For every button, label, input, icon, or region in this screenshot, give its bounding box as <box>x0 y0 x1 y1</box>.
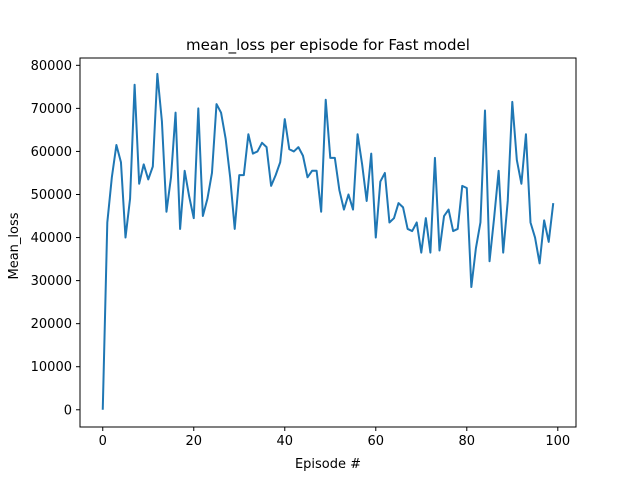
y-tick-label: 80000 <box>31 59 72 74</box>
y-tick-label: 70000 <box>31 102 72 117</box>
x-tick-label: 100 <box>545 434 570 449</box>
x-axis-label: Episode # <box>295 457 361 472</box>
series-line <box>101 72 555 410</box>
y-tick-label: 10000 <box>31 360 72 375</box>
y-axis-label: Mean_loss <box>7 212 22 279</box>
y-tick-label: 20000 <box>31 317 72 332</box>
ticks-layer: 0 20 40 60 80 100 0 10000 20000 30000 40000 50000 60… <box>31 59 571 449</box>
x-tick-label: 20 <box>185 434 202 449</box>
y-tick-label: 50000 <box>31 188 72 203</box>
x-tick-label: 80 <box>459 434 476 449</box>
x-tick-label: 0 <box>99 434 107 449</box>
y-tick-label: 60000 <box>31 145 72 160</box>
x-tick-label: 60 <box>368 434 385 449</box>
y-tick-label: 0 <box>64 403 72 418</box>
plot-frame <box>79 57 577 428</box>
series-layer <box>101 72 555 410</box>
y-tick-label: 40000 <box>31 231 72 246</box>
x-tick-label: 40 <box>276 434 293 449</box>
y-tick-label: 30000 <box>31 274 72 289</box>
chart-title: mean_loss per episode for Fast model <box>186 36 470 55</box>
